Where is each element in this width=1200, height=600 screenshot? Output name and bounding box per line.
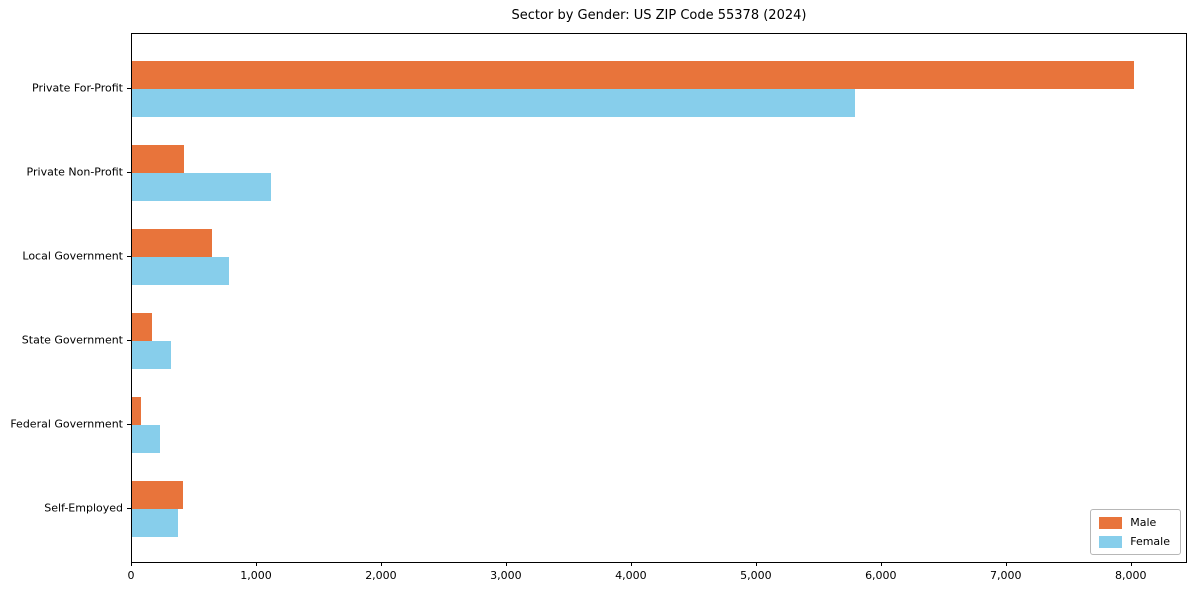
x-axis-tick-label: 1,000 bbox=[240, 569, 272, 582]
bar-female-state-government bbox=[132, 341, 172, 369]
y-axis-tick bbox=[127, 340, 131, 341]
bar-male-state-government bbox=[132, 313, 152, 341]
legend-label-female: Female bbox=[1130, 535, 1170, 548]
x-axis-tick-label: 4,000 bbox=[615, 569, 647, 582]
bar-male-local-government bbox=[132, 229, 212, 257]
bar-male-federal-government bbox=[132, 397, 142, 425]
y-axis-tick bbox=[127, 424, 131, 425]
plot-area: Male Female bbox=[131, 33, 1187, 563]
x-axis-tick-label: 8,000 bbox=[1115, 569, 1147, 582]
y-axis-label-federal-government: Federal Government bbox=[10, 417, 123, 431]
bar-female-federal-government bbox=[132, 425, 161, 453]
chart-title: Sector by Gender: US ZIP Code 55378 (202… bbox=[511, 8, 807, 23]
bar-female-private-non-profit bbox=[132, 173, 272, 201]
legend-swatch-male bbox=[1099, 516, 1123, 529]
legend-item-female: Female bbox=[1099, 535, 1170, 548]
y-axis-tick bbox=[127, 508, 131, 509]
bar-male-private-non-profit bbox=[132, 145, 184, 173]
x-axis-tick bbox=[131, 562, 132, 566]
legend-label-male: Male bbox=[1130, 516, 1157, 529]
x-axis-tick bbox=[1005, 562, 1007, 566]
x-axis-tick-label: 2,000 bbox=[365, 569, 397, 582]
bar-female-local-government bbox=[132, 257, 229, 285]
bar-male-self-employed bbox=[132, 481, 183, 509]
legend-item-male: Male bbox=[1099, 516, 1170, 529]
bar-female-self-employed bbox=[132, 509, 179, 537]
x-axis-tick bbox=[380, 562, 382, 566]
x-axis-tick bbox=[1130, 562, 1132, 566]
x-axis-tick-label: 7,000 bbox=[990, 569, 1022, 582]
x-axis-tick bbox=[505, 562, 507, 566]
y-axis-label-self-employed: Self-Employed bbox=[44, 501, 123, 515]
legend-swatch-female bbox=[1099, 535, 1123, 548]
y-axis-label-state-government: State Government bbox=[21, 333, 123, 347]
y-axis-tick bbox=[127, 256, 131, 257]
y-axis-tick bbox=[127, 172, 131, 173]
bar-female-private-for-profit bbox=[132, 89, 856, 117]
y-axis-label-private-non-profit: Private Non-Profit bbox=[26, 165, 123, 179]
x-axis-tick-label: 3,000 bbox=[490, 569, 522, 582]
x-axis-tick bbox=[255, 562, 257, 566]
y-axis-label-private-for-profit: Private For-Profit bbox=[32, 81, 123, 95]
y-axis-tick bbox=[127, 88, 131, 89]
x-axis-tick bbox=[755, 562, 757, 566]
x-axis-tick-label: 0 bbox=[127, 569, 135, 582]
legend: Male Female bbox=[1090, 509, 1181, 555]
x-axis-tick bbox=[630, 562, 632, 566]
bar-male-private-for-profit bbox=[132, 61, 1134, 89]
x-axis-tick-label: 5,000 bbox=[740, 569, 772, 582]
y-axis-label-local-government: Local Government bbox=[22, 249, 123, 263]
x-axis-tick bbox=[880, 562, 882, 566]
x-axis-tick-label: 6,000 bbox=[865, 569, 897, 582]
